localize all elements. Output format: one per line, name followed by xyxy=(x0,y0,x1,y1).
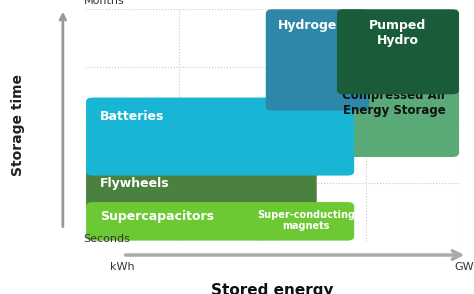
Text: Compressed Air
Energy Storage: Compressed Air Energy Storage xyxy=(342,89,447,117)
FancyBboxPatch shape xyxy=(86,202,268,240)
Text: Flywheels: Flywheels xyxy=(100,177,170,190)
Text: Pumped
Hydro: Pumped Hydro xyxy=(369,19,427,47)
Text: GWh: GWh xyxy=(454,262,474,272)
FancyBboxPatch shape xyxy=(337,9,459,94)
FancyBboxPatch shape xyxy=(86,170,317,209)
FancyBboxPatch shape xyxy=(329,77,459,157)
Text: Super-conducting
magnets: Super-conducting magnets xyxy=(257,210,355,231)
Text: Storage time: Storage time xyxy=(11,74,25,176)
Text: Seconds: Seconds xyxy=(83,234,130,244)
Text: Months: Months xyxy=(83,0,124,6)
Text: Hydrogen: Hydrogen xyxy=(278,19,346,32)
Text: Stored energy: Stored energy xyxy=(211,283,334,294)
FancyBboxPatch shape xyxy=(86,98,354,176)
Text: Supercapacitors: Supercapacitors xyxy=(100,210,214,223)
Text: kWh: kWh xyxy=(110,262,135,272)
FancyBboxPatch shape xyxy=(266,9,369,111)
Text: Batteries: Batteries xyxy=(100,110,164,123)
FancyBboxPatch shape xyxy=(258,202,354,240)
